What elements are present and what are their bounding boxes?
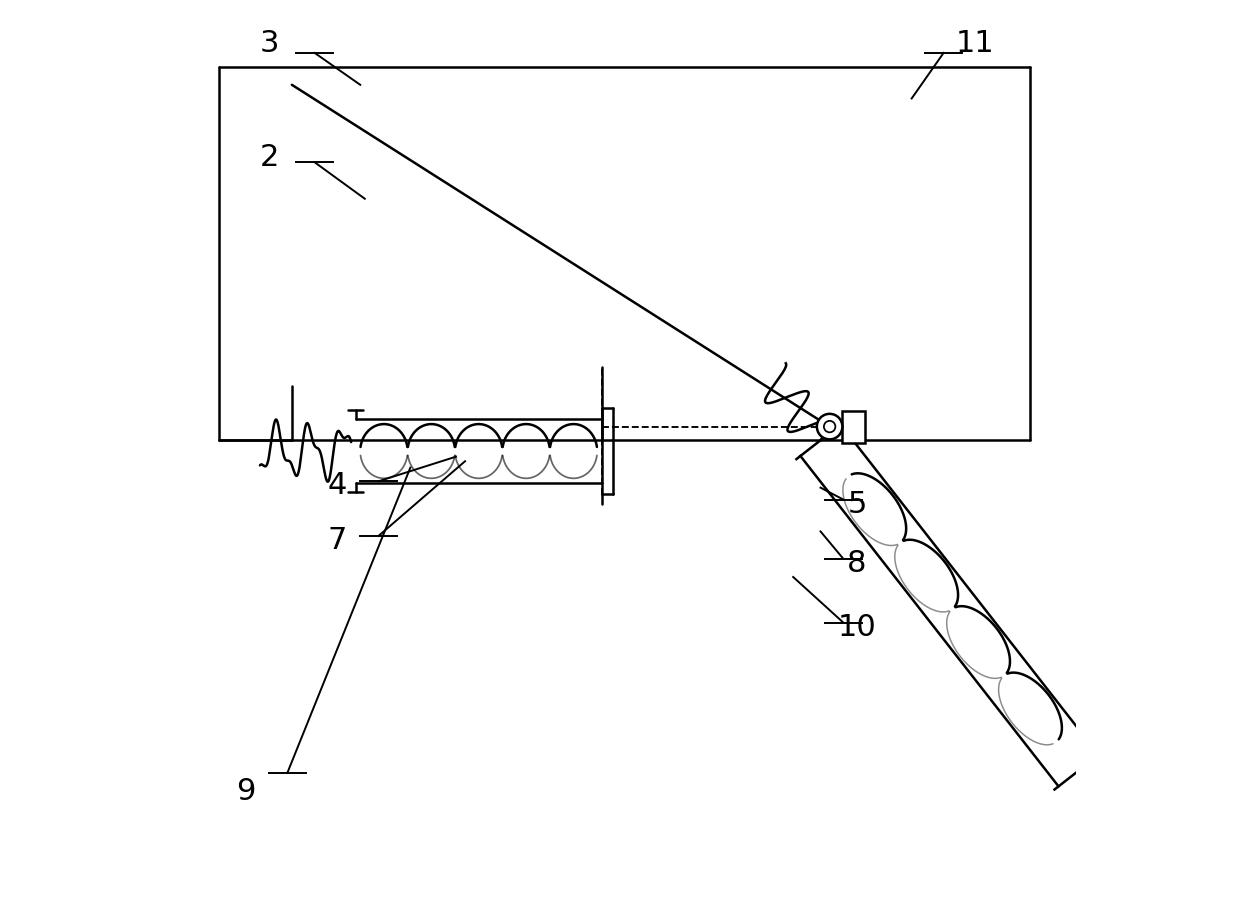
Text: 10: 10 [837, 613, 877, 642]
Circle shape [817, 414, 842, 439]
Text: 11: 11 [956, 29, 994, 59]
Text: 4: 4 [327, 471, 347, 501]
Text: 2: 2 [259, 143, 279, 172]
Text: 3: 3 [259, 29, 279, 59]
Text: 7: 7 [327, 526, 347, 555]
Circle shape [823, 421, 836, 432]
Text: 5: 5 [847, 490, 867, 519]
Text: 9: 9 [237, 777, 255, 806]
Bar [842, 411, 866, 443]
Text: 8: 8 [847, 548, 867, 578]
